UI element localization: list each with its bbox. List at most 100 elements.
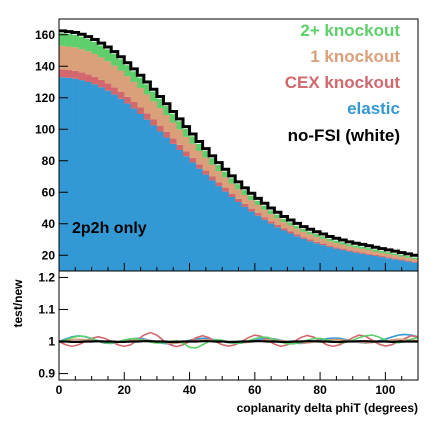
bar-1-knockout bbox=[411, 259, 419, 262]
bar-cex-knockout bbox=[300, 237, 308, 239]
elastic-band bbox=[293, 250, 301, 271]
top-y-tick-label: 160 bbox=[35, 28, 55, 42]
elastic-band bbox=[235, 225, 243, 271]
elastic-band bbox=[333, 259, 340, 271]
top-y-ticks: 20 40 60 80 100 120 140 160 bbox=[35, 28, 68, 262]
elastic-band bbox=[150, 170, 158, 271]
bar-2-knockout bbox=[333, 240, 340, 243]
bar-2-knockout bbox=[183, 128, 190, 137]
bar-cex-knockout bbox=[261, 217, 269, 220]
elastic-band bbox=[359, 262, 367, 271]
bar-1-knockout bbox=[78, 49, 86, 73]
bar-2-knockout bbox=[261, 205, 269, 210]
bar-elastic bbox=[404, 261, 412, 271]
bar-cex-knockout bbox=[130, 102, 138, 109]
bar-cex-knockout bbox=[346, 250, 354, 252]
ratio-y-tick-label: 1 bbox=[48, 335, 55, 349]
bar-cex-knockout bbox=[222, 187, 230, 192]
bar-2-knockout bbox=[169, 113, 177, 123]
elastic-band bbox=[378, 265, 386, 271]
elastic-band bbox=[124, 154, 132, 271]
elastic-band bbox=[111, 147, 119, 271]
bar-cex-knockout bbox=[228, 193, 236, 197]
bar-elastic bbox=[365, 254, 373, 271]
bar-1-knockout bbox=[274, 218, 282, 226]
bar-cex-knockout bbox=[111, 87, 119, 95]
bar-cex-knockout bbox=[163, 131, 171, 138]
bar-cex-knockout bbox=[352, 251, 360, 253]
bar-2-knockout bbox=[235, 184, 243, 190]
bar-cex-knockout bbox=[176, 144, 184, 151]
bar-elastic bbox=[411, 262, 419, 271]
bar-2-knockout bbox=[78, 36, 86, 50]
bar-2-knockout bbox=[267, 210, 275, 215]
bar-cex-knockout bbox=[196, 164, 203, 169]
x-tick-label: 60 bbox=[248, 383, 262, 397]
elastic-band bbox=[130, 157, 138, 271]
bar-cex-knockout bbox=[104, 83, 112, 91]
top-y-tick-label: 60 bbox=[42, 185, 56, 199]
bar-1-knockout bbox=[228, 183, 236, 194]
bar-2-knockout bbox=[117, 59, 125, 71]
ratio-y-tick-label: 1.2 bbox=[38, 270, 55, 284]
bar-1-knockout bbox=[215, 170, 223, 183]
bar-1-knockout bbox=[143, 94, 151, 114]
bar-cex-knockout bbox=[143, 113, 151, 120]
bar-cex-knockout bbox=[78, 72, 86, 81]
annotation-2p2h-only: 2p2h only bbox=[72, 220, 147, 237]
bar-2-knockout bbox=[300, 228, 308, 232]
elastic-band bbox=[313, 255, 321, 271]
bar-1-knockout bbox=[189, 143, 197, 158]
bar-2-knockout bbox=[111, 53, 119, 66]
bar-cex-knockout bbox=[326, 245, 334, 248]
bar-elastic bbox=[391, 259, 399, 271]
bar-1-knockout bbox=[130, 82, 138, 103]
bar-cex-knockout bbox=[248, 208, 256, 212]
bar-1-knockout bbox=[365, 250, 373, 254]
bar-2-knockout bbox=[313, 234, 321, 237]
ratio-line bbox=[59, 340, 418, 343]
top-y-tick-label: 100 bbox=[35, 122, 55, 136]
bar-2-knockout bbox=[215, 165, 223, 171]
bar-2-knockout bbox=[365, 248, 373, 251]
bar-2-knockout bbox=[241, 190, 249, 195]
elastic-band bbox=[78, 137, 86, 271]
elastic-band bbox=[326, 257, 334, 271]
elastic-band bbox=[202, 205, 210, 271]
bar-2-knockout bbox=[156, 98, 164, 109]
bar-1-knockout bbox=[176, 129, 184, 145]
bar-1-knockout bbox=[169, 122, 177, 139]
bar-cex-knockout bbox=[307, 239, 314, 242]
x-axis-title: coplanarity delta phiT (degrees) bbox=[237, 401, 418, 415]
bar-cex-knockout bbox=[117, 91, 125, 99]
elastic-band bbox=[254, 235, 262, 271]
bar-cex-knockout bbox=[378, 256, 386, 258]
bar-1-knockout bbox=[235, 189, 243, 199]
elastic-band bbox=[339, 260, 347, 271]
bar-cex-knockout bbox=[189, 157, 197, 163]
bar-cex-knockout bbox=[85, 74, 92, 82]
bar-cex-knockout bbox=[215, 182, 223, 187]
bar-1-knockout bbox=[209, 164, 216, 177]
bar-1-knockout bbox=[65, 46, 73, 71]
legend-cex-knockout: CEX knockout bbox=[285, 73, 401, 92]
elastic-band bbox=[248, 232, 256, 271]
ratio-x-ticks: 0 20 40 60 80 100 bbox=[56, 372, 403, 397]
bar-1-knockout bbox=[59, 45, 66, 70]
x-tick-label: 80 bbox=[313, 383, 327, 397]
top-x-ticks bbox=[58, 263, 403, 271]
legend-elastic: elastic bbox=[347, 99, 400, 118]
top-y-tick-label: 20 bbox=[42, 248, 56, 262]
elastic-band bbox=[372, 264, 380, 271]
bar-1-knockout bbox=[111, 65, 119, 88]
bar-2-knockout bbox=[346, 244, 354, 247]
bar-1-knockout bbox=[124, 76, 132, 97]
bar-1-knockout bbox=[98, 57, 105, 80]
bar-1-knockout bbox=[320, 238, 327, 244]
bar-1-knockout bbox=[352, 247, 360, 252]
bar-1-knockout bbox=[104, 61, 112, 84]
ratio-y-tick-label: 0.9 bbox=[38, 367, 55, 381]
elastic-band bbox=[411, 269, 419, 271]
